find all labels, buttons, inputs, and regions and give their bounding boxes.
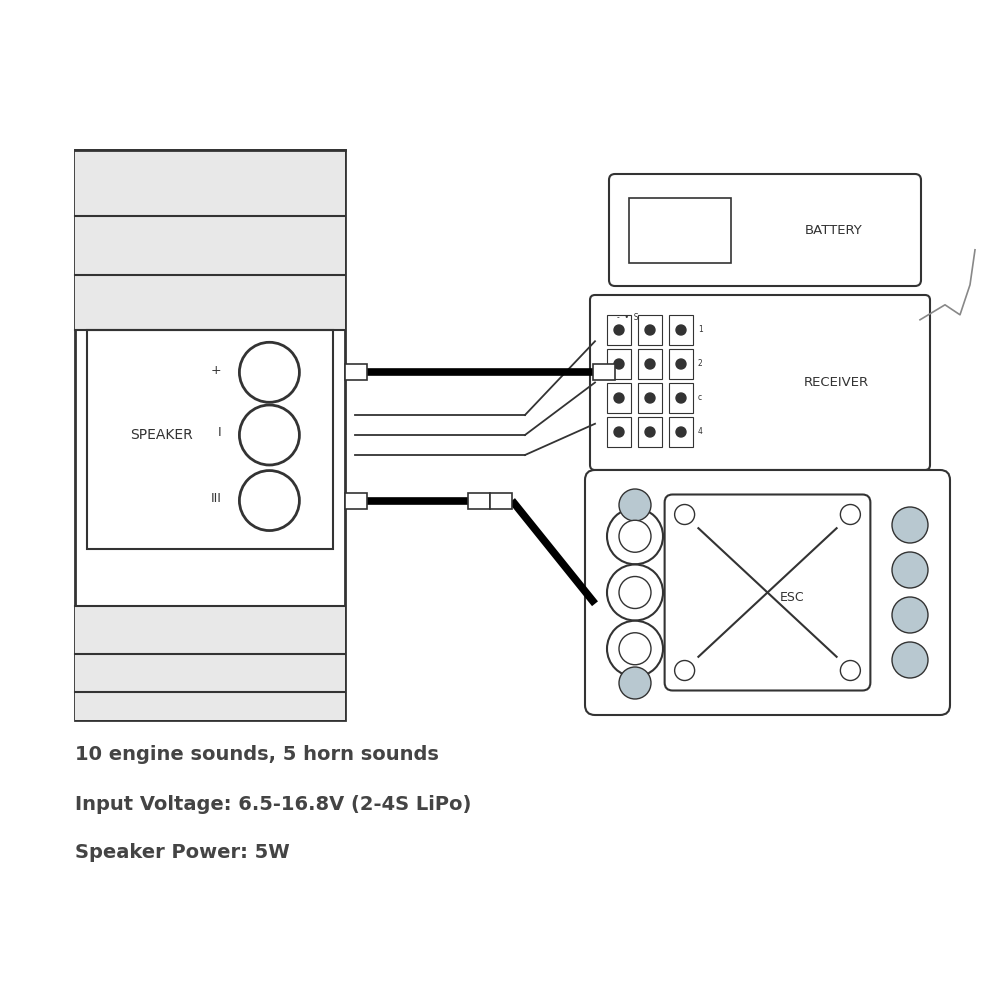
Text: Speaker Power: 5W: Speaker Power: 5W xyxy=(75,842,290,861)
Circle shape xyxy=(676,427,686,437)
Circle shape xyxy=(239,342,299,402)
Circle shape xyxy=(619,576,651,608)
Text: III: III xyxy=(211,492,221,505)
Circle shape xyxy=(614,325,624,335)
Circle shape xyxy=(840,661,860,681)
Bar xyxy=(345,493,367,509)
Bar xyxy=(593,364,615,380)
Bar xyxy=(345,364,367,380)
FancyBboxPatch shape xyxy=(665,495,870,691)
Bar xyxy=(638,417,662,447)
Bar xyxy=(75,654,345,692)
Bar xyxy=(607,417,631,447)
Bar xyxy=(490,493,512,509)
FancyBboxPatch shape xyxy=(609,174,921,286)
Bar xyxy=(669,349,693,379)
Circle shape xyxy=(645,393,655,403)
Text: I: I xyxy=(218,426,221,440)
Bar xyxy=(75,606,345,654)
Bar xyxy=(607,349,631,379)
Text: RECEIVER: RECEIVER xyxy=(803,376,868,389)
Bar xyxy=(87,330,333,549)
Bar xyxy=(75,150,345,720)
Circle shape xyxy=(676,325,686,335)
Circle shape xyxy=(619,489,651,521)
Circle shape xyxy=(619,520,651,552)
Bar xyxy=(638,383,662,413)
Circle shape xyxy=(607,564,663,620)
Bar xyxy=(75,218,345,275)
Text: 4: 4 xyxy=(698,427,703,436)
Circle shape xyxy=(619,633,651,665)
Bar xyxy=(638,349,662,379)
Circle shape xyxy=(645,359,655,369)
Circle shape xyxy=(892,642,928,678)
Circle shape xyxy=(840,504,860,524)
Circle shape xyxy=(645,325,655,335)
Bar xyxy=(75,150,345,218)
Circle shape xyxy=(614,359,624,369)
Bar xyxy=(75,275,345,330)
Text: c: c xyxy=(698,393,702,402)
Circle shape xyxy=(614,393,624,403)
Text: +: + xyxy=(211,364,221,377)
Bar xyxy=(638,315,662,345)
Circle shape xyxy=(645,427,655,437)
Circle shape xyxy=(239,471,299,531)
Circle shape xyxy=(892,597,928,633)
Circle shape xyxy=(607,508,663,564)
FancyBboxPatch shape xyxy=(590,295,930,470)
Text: 10 engine sounds, 5 horn sounds: 10 engine sounds, 5 horn sounds xyxy=(75,746,439,764)
Bar xyxy=(669,417,693,447)
Text: SPEAKER: SPEAKER xyxy=(130,428,193,442)
Bar xyxy=(468,493,490,509)
Text: ESC: ESC xyxy=(780,591,805,604)
Circle shape xyxy=(614,427,624,437)
Circle shape xyxy=(676,393,686,403)
Text: -  •  S: - • S xyxy=(617,314,639,322)
Bar xyxy=(607,383,631,413)
Text: 1: 1 xyxy=(698,326,703,334)
Circle shape xyxy=(607,621,663,677)
Circle shape xyxy=(675,504,695,524)
Circle shape xyxy=(239,405,299,465)
Bar xyxy=(629,198,731,263)
Bar xyxy=(669,315,693,345)
Circle shape xyxy=(619,667,651,699)
Text: 2: 2 xyxy=(698,360,703,368)
Bar xyxy=(607,315,631,345)
Circle shape xyxy=(675,661,695,681)
Circle shape xyxy=(676,359,686,369)
Circle shape xyxy=(892,552,928,588)
Text: Input Voltage: 6.5-16.8V (2-4S LiPo): Input Voltage: 6.5-16.8V (2-4S LiPo) xyxy=(75,796,471,814)
FancyBboxPatch shape xyxy=(585,470,950,715)
Bar xyxy=(75,692,345,720)
Text: BATTERY: BATTERY xyxy=(805,224,863,236)
Bar xyxy=(669,383,693,413)
Circle shape xyxy=(892,507,928,543)
